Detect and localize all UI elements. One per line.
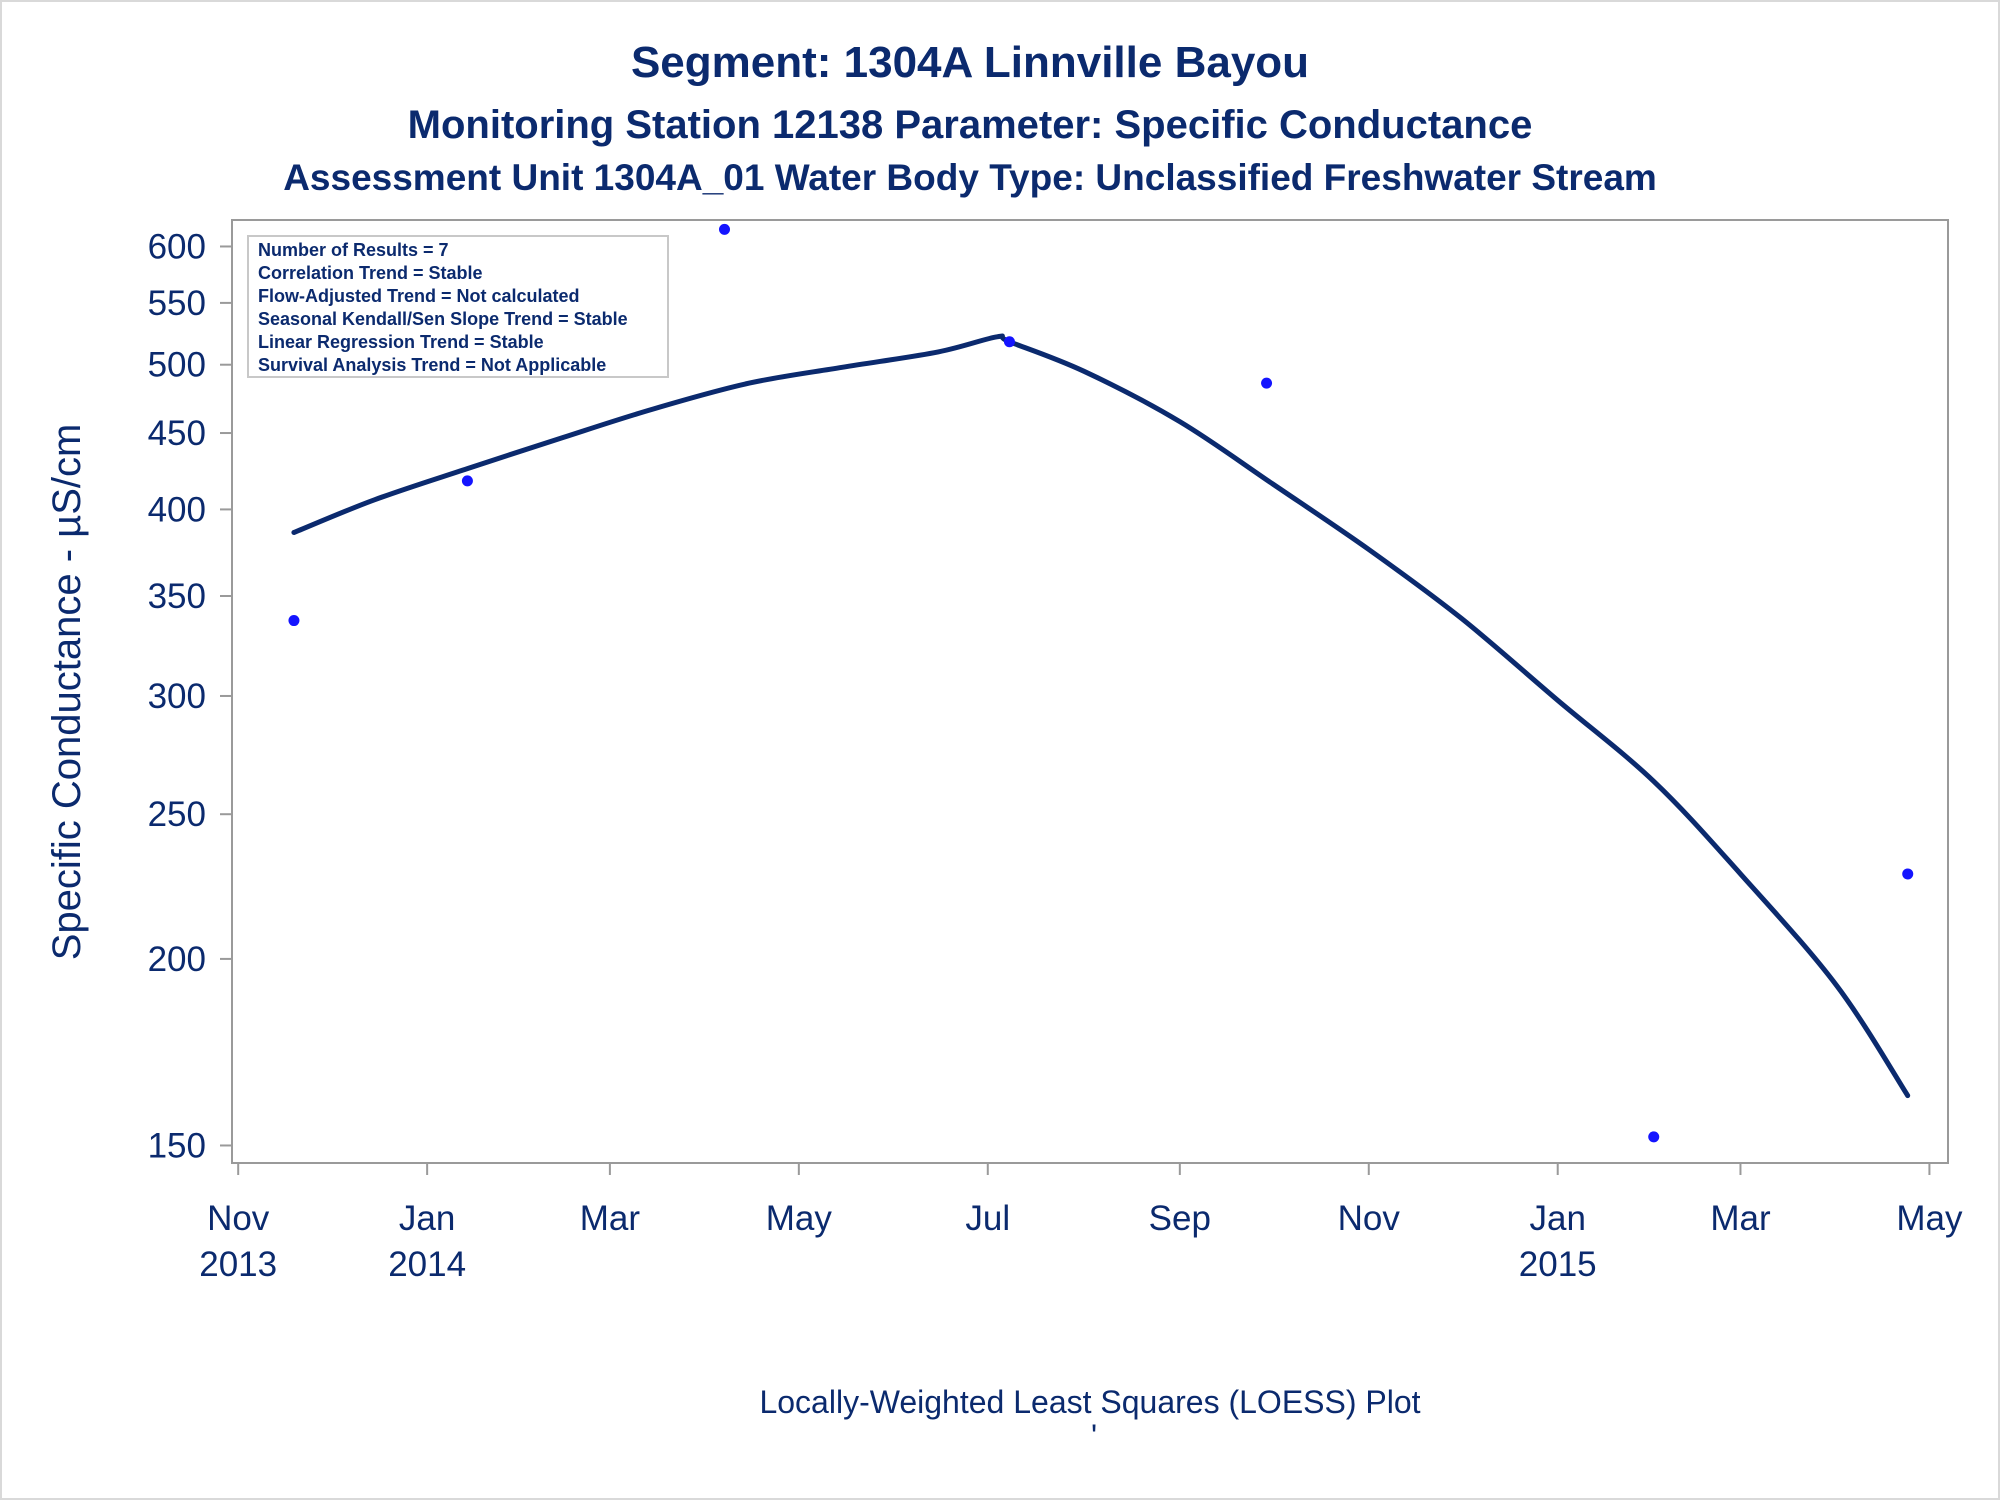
y-tick-label: 150	[148, 1126, 206, 1165]
chart-subtitle-assessment: Assessment Unit 1304A_01 Water Body Type…	[283, 157, 1657, 198]
x-tick-label: Jan	[399, 1199, 455, 1238]
x-tick-label: Jul	[965, 1199, 1010, 1238]
data-point	[718, 223, 730, 235]
x-tick-label: May	[766, 1199, 833, 1238]
data-point	[1648, 1131, 1660, 1143]
y-axis-label: Specific Conductance - µS/cm	[45, 424, 89, 961]
y-tick-label: 200	[148, 940, 206, 979]
footnote-mark: '	[1091, 1418, 1097, 1454]
chart-marks	[288, 223, 1914, 1143]
data-point	[1261, 377, 1273, 389]
y-tick-label: 500	[148, 346, 206, 385]
data-point	[1003, 336, 1015, 348]
data-point	[1902, 868, 1914, 880]
y-axis: 150 200 250 300 350 400 450 500 550 600	[148, 220, 233, 1165]
x-tick-label: Jan	[1529, 1199, 1585, 1238]
x-tick-label: May	[1896, 1199, 1963, 1238]
data-point	[461, 475, 473, 487]
trend-summary-frame	[247, 235, 669, 378]
chart-subtitle-station: Monitoring Station 12138 Parameter: Spec…	[408, 103, 1533, 147]
footnote: Locally-Weighted Least Squares (LOESS) P…	[759, 1384, 1420, 1420]
x-tick-label: Mar	[580, 1199, 641, 1238]
x-tick-label: Mar	[1710, 1199, 1771, 1238]
y-tick-label: 300	[148, 677, 206, 716]
trend-summary-line: Correlation Trend = Stable	[258, 263, 483, 283]
x-tick-year-label: 2013	[199, 1245, 277, 1284]
trend-summary-box: Number of Results = 7 Correlation Trend …	[247, 235, 669, 378]
y-tick-label: 550	[148, 284, 206, 323]
x-tick-label: Nov	[1338, 1199, 1401, 1238]
y-tick-label: 350	[148, 577, 206, 616]
trend-summary-line: Flow-Adjusted Trend = Not calculated	[258, 286, 580, 306]
x-tick-label: Sep	[1149, 1199, 1211, 1238]
y-tick-label: 400	[148, 490, 206, 529]
y-tick-label: 450	[148, 414, 206, 453]
y-tick-label: 600	[148, 227, 206, 266]
trend-summary-line: Number of Results = 7	[258, 240, 449, 260]
x-tick-year-label: 2014	[388, 1245, 466, 1284]
chart-title: Segment: 1304A Linnville Bayou	[631, 38, 1309, 87]
data-point	[288, 615, 300, 627]
y-tick-label: 250	[148, 795, 206, 834]
trend-summary-line: Seasonal Kendall/Sen Slope Trend = Stabl…	[258, 309, 628, 329]
trend-summary-line: Linear Regression Trend = Stable	[258, 332, 544, 352]
x-axis: Nov 2013 Jan 2014 Mar May Jul Sep Nov Jan 2015 Mar M…	[199, 1162, 1963, 1284]
trend-summary-line: Survival Analysis Trend = Not Applicable	[258, 355, 606, 375]
x-tick-year-label: 2015	[1519, 1245, 1597, 1284]
x-tick-label: Nov	[207, 1199, 270, 1238]
loess-line	[291, 333, 1911, 1099]
